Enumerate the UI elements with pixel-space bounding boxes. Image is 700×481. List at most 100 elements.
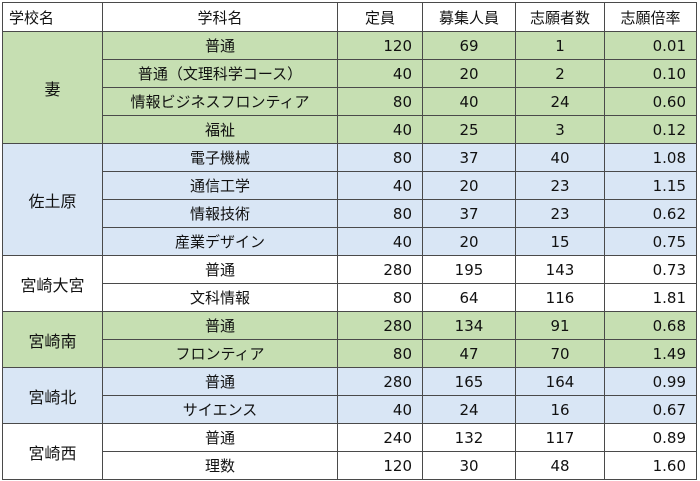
table-row: サイエンス 40 24 16 0.67 <box>3 395 697 424</box>
applicants-cell: 48 <box>515 451 605 480</box>
recruitment-cell: 37 <box>422 199 516 228</box>
ratio-cell: 0.12 <box>604 115 697 144</box>
header-capacity: 定員 <box>337 2 423 32</box>
table-row: 情報技術 80 37 23 0.62 <box>3 199 697 228</box>
school-name: 妻 <box>2 31 103 144</box>
ratio-cell: 0.60 <box>604 87 697 116</box>
table-row: 佐土原 電子機械 80 37 40 1.08 <box>2 143 697 256</box>
applicants-cell: 70 <box>515 339 605 368</box>
recruitment-cell: 64 <box>422 283 516 312</box>
applicants-cell: 16 <box>515 395 605 424</box>
applicants-cell: 15 <box>515 227 605 256</box>
recruitment-cell: 20 <box>422 227 516 256</box>
capacity-cell: 40 <box>337 395 423 424</box>
recruitment-cell: 20 <box>422 59 516 88</box>
table-row: 宮崎北 普通 280 165 164 0.99 <box>2 367 697 424</box>
recruitment-cell: 134 <box>422 311 516 340</box>
applicants-cell: 143 <box>515 255 605 284</box>
department-cell: 普通 <box>102 311 338 340</box>
department-cell: 福祉 <box>102 115 338 144</box>
capacity-cell: 40 <box>337 227 423 256</box>
capacity-cell: 40 <box>337 115 423 144</box>
recruitment-cell: 165 <box>422 367 516 396</box>
table-row: フロンティア 80 47 70 1.49 <box>3 339 697 368</box>
department-cell: 普通（文理科学コース） <box>102 59 338 88</box>
capacity-cell: 280 <box>337 367 423 396</box>
school-name: 宮崎西 <box>2 423 103 480</box>
table-row: 通信工学 40 20 23 1.15 <box>3 171 697 200</box>
department-cell: 情報技術 <box>102 199 338 228</box>
recruitment-cell: 20 <box>422 171 516 200</box>
table-row: 情報ビジネスフロンティア 80 40 24 0.60 <box>3 87 697 116</box>
department-cell: サイエンス <box>102 395 338 424</box>
capacity-cell: 80 <box>337 143 423 172</box>
department-cell: 電子機械 <box>102 143 338 172</box>
department-cell: 情報ビジネスフロンティア <box>102 87 338 116</box>
ratio-cell: 0.75 <box>604 227 697 256</box>
ratio-cell: 1.08 <box>604 143 697 172</box>
applicants-cell: 1 <box>515 31 605 60</box>
table-row: 理数 120 30 48 1.60 <box>3 451 697 480</box>
applicants-cell: 3 <box>515 115 605 144</box>
applicants-cell: 24 <box>515 87 605 116</box>
capacity-cell: 280 <box>337 255 423 284</box>
ratio-cell: 0.67 <box>604 395 697 424</box>
capacity-cell: 120 <box>337 451 423 480</box>
table-row: 宮崎西 普通 240 132 117 0.89 <box>2 423 697 480</box>
department-cell: 通信工学 <box>102 171 338 200</box>
recruitment-cell: 24 <box>422 395 516 424</box>
header-row: 学校名 学科名 定員 募集人員 志願者数 志願倍率 <box>2 2 697 32</box>
capacity-cell: 240 <box>337 423 423 452</box>
capacity-cell: 80 <box>337 339 423 368</box>
applicants-cell: 23 <box>515 171 605 200</box>
header-ratio: 志願倍率 <box>604 2 697 32</box>
ratio-cell: 0.62 <box>604 199 697 228</box>
ratio-cell: 1.15 <box>604 171 697 200</box>
department-cell: 普通 <box>102 31 338 60</box>
school-name: 宮崎南 <box>2 311 103 368</box>
table-row: 文科情報 80 64 116 1.81 <box>3 283 697 312</box>
table-row: 福祉 40 25 3 0.12 <box>3 115 697 144</box>
applicants-cell: 2 <box>515 59 605 88</box>
ratio-cell: 0.10 <box>604 59 697 88</box>
ratio-cell: 1.49 <box>604 339 697 368</box>
recruitment-cell: 25 <box>422 115 516 144</box>
capacity-cell: 40 <box>337 171 423 200</box>
ratio-cell: 0.99 <box>604 367 697 396</box>
department-cell: 理数 <box>102 451 338 480</box>
header-school: 学校名 <box>2 2 103 32</box>
applicants-cell: 91 <box>515 311 605 340</box>
table-row: 産業デザイン 40 20 15 0.75 <box>3 227 697 256</box>
department-cell: 産業デザイン <box>102 227 338 256</box>
department-cell: フロンティア <box>102 339 338 368</box>
recruitment-cell: 47 <box>422 339 516 368</box>
recruitment-cell: 37 <box>422 143 516 172</box>
ratio-cell: 0.68 <box>604 311 697 340</box>
school-name: 佐土原 <box>2 143 103 256</box>
capacity-cell: 80 <box>337 87 423 116</box>
table-row: 妻 普通 120 69 1 0.01 <box>2 31 697 144</box>
capacity-cell: 40 <box>337 59 423 88</box>
applicants-cell: 116 <box>515 283 605 312</box>
applicants-cell: 40 <box>515 143 605 172</box>
department-cell: 普通 <box>102 367 338 396</box>
capacity-cell: 280 <box>337 311 423 340</box>
recruitment-cell: 132 <box>422 423 516 452</box>
table-row: 普通（文理科学コース） 40 20 2 0.10 <box>3 59 697 88</box>
department-cell: 普通 <box>102 423 338 452</box>
ratio-cell: 1.81 <box>604 283 697 312</box>
department-cell: 文科情報 <box>102 283 338 312</box>
capacity-cell: 80 <box>337 199 423 228</box>
header-applicants: 志願者数 <box>515 2 605 32</box>
applicants-cell: 164 <box>515 367 605 396</box>
ratio-cell: 0.01 <box>604 31 697 60</box>
school-name: 宮崎大宮 <box>2 255 103 312</box>
table-row: 宮崎大宮 普通 280 195 143 0.73 <box>2 255 697 312</box>
recruitment-cell: 69 <box>422 31 516 60</box>
recruitment-cell: 40 <box>422 87 516 116</box>
recruitment-cell: 30 <box>422 451 516 480</box>
table-row: 宮崎南 普通 280 134 91 0.68 <box>2 311 697 368</box>
applicants-cell: 117 <box>515 423 605 452</box>
department-cell: 普通 <box>102 255 338 284</box>
